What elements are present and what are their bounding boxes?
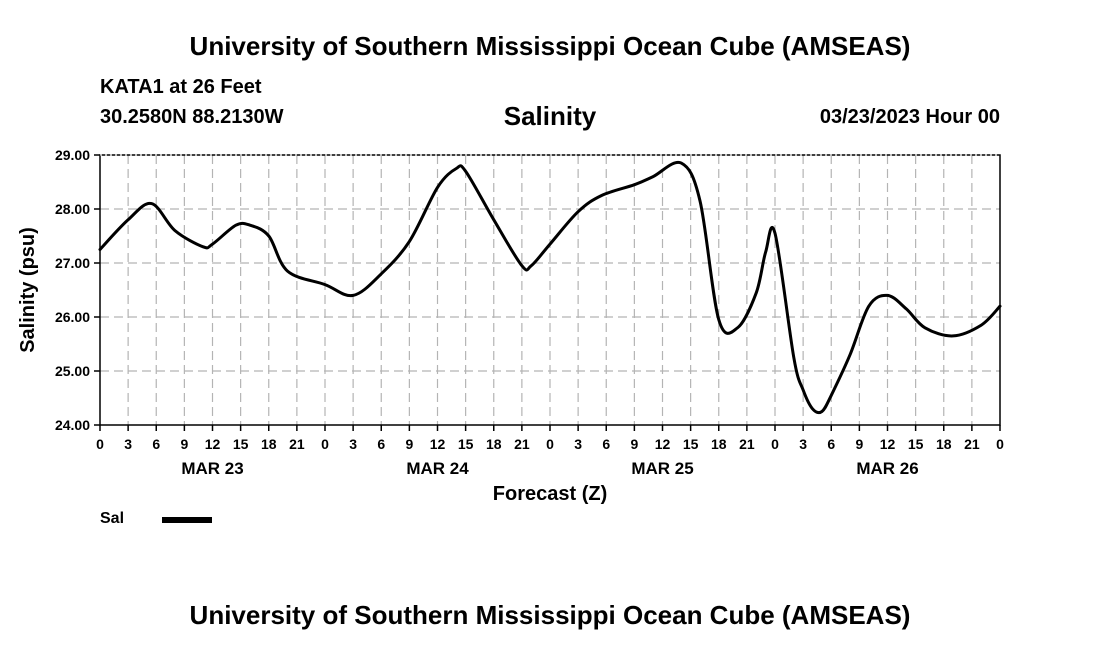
x-tick-label: 3 [574,436,582,452]
x-tick-label: 12 [205,436,221,452]
y-tick-label: 24.00 [55,417,90,433]
legend-line-swatch [162,517,212,523]
x-tick-label: 0 [996,436,1004,452]
day-label: MAR 26 [856,459,918,478]
x-tick-label: 15 [683,436,699,452]
report-title: University of Southern Mississippi Ocean… [189,31,911,61]
x-tick-label: 6 [827,436,835,452]
x-tick-label: 21 [739,436,755,452]
footer-title: University of Southern Mississippi Ocean… [189,600,911,630]
y-tick-label: 29.00 [55,147,90,163]
x-tick-label: 6 [377,436,385,452]
y-tick-label: 26.00 [55,309,90,325]
y-tick-label: 28.00 [55,201,90,217]
x-tick-label: 9 [180,436,188,452]
station-label: KATA1 at 26 Feet [100,76,262,98]
x-tick-label: 6 [602,436,610,452]
legend-label: Sal [100,510,125,527]
x-tick-label: 18 [936,436,952,452]
axis-ticks [94,154,1001,431]
axis-labels: 24.00 25.00 26.00 27.00 28.00 29.00 0 3 6 9 12 15 18… [55,147,1004,478]
x-tick-label: 9 [405,436,413,452]
x-axis-title: Forecast (Z) [493,483,607,505]
x-tick-label: 15 [908,436,924,452]
x-tick-label: 6 [152,436,160,452]
x-tick-label: 12 [655,436,671,452]
x-tick-label: 0 [771,436,779,452]
x-tick-label: 3 [124,436,132,452]
x-tick-label: 3 [799,436,807,452]
salinity-series-line [98,160,1002,415]
day-label: MAR 24 [406,459,469,478]
x-tick-label: 18 [711,436,727,452]
x-tick-label: 21 [514,436,530,452]
x-tick-label: 21 [289,436,305,452]
x-tick-label: 0 [96,436,104,452]
station-coordinates: 30.2580N 88.2130W [100,106,284,128]
day-label: MAR 25 [631,459,693,478]
y-tick-label: 25.00 [55,363,90,379]
y-axis-title: Salinity (psu) [17,227,39,353]
y-tick-label: 27.00 [55,255,90,271]
x-tick-label: 15 [458,436,474,452]
x-tick-label: 0 [321,436,329,452]
x-tick-label: 3 [349,436,357,452]
grid-lines [100,155,1000,425]
x-tick-label: 12 [880,436,896,452]
x-tick-label: 15 [233,436,249,452]
x-tick-label: 21 [964,436,980,452]
x-tick-label: 9 [630,436,638,452]
chart-title: Salinity [503,101,597,131]
forecast-run-time: 03/23/2023 Hour 00 [819,106,1000,128]
day-label: MAR 23 [181,459,243,478]
x-tick-label: 12 [430,436,446,452]
x-tick-label: 18 [261,436,277,452]
x-tick-label: 18 [486,436,502,452]
x-tick-label: 9 [855,436,863,452]
x-tick-label: 0 [546,436,554,452]
